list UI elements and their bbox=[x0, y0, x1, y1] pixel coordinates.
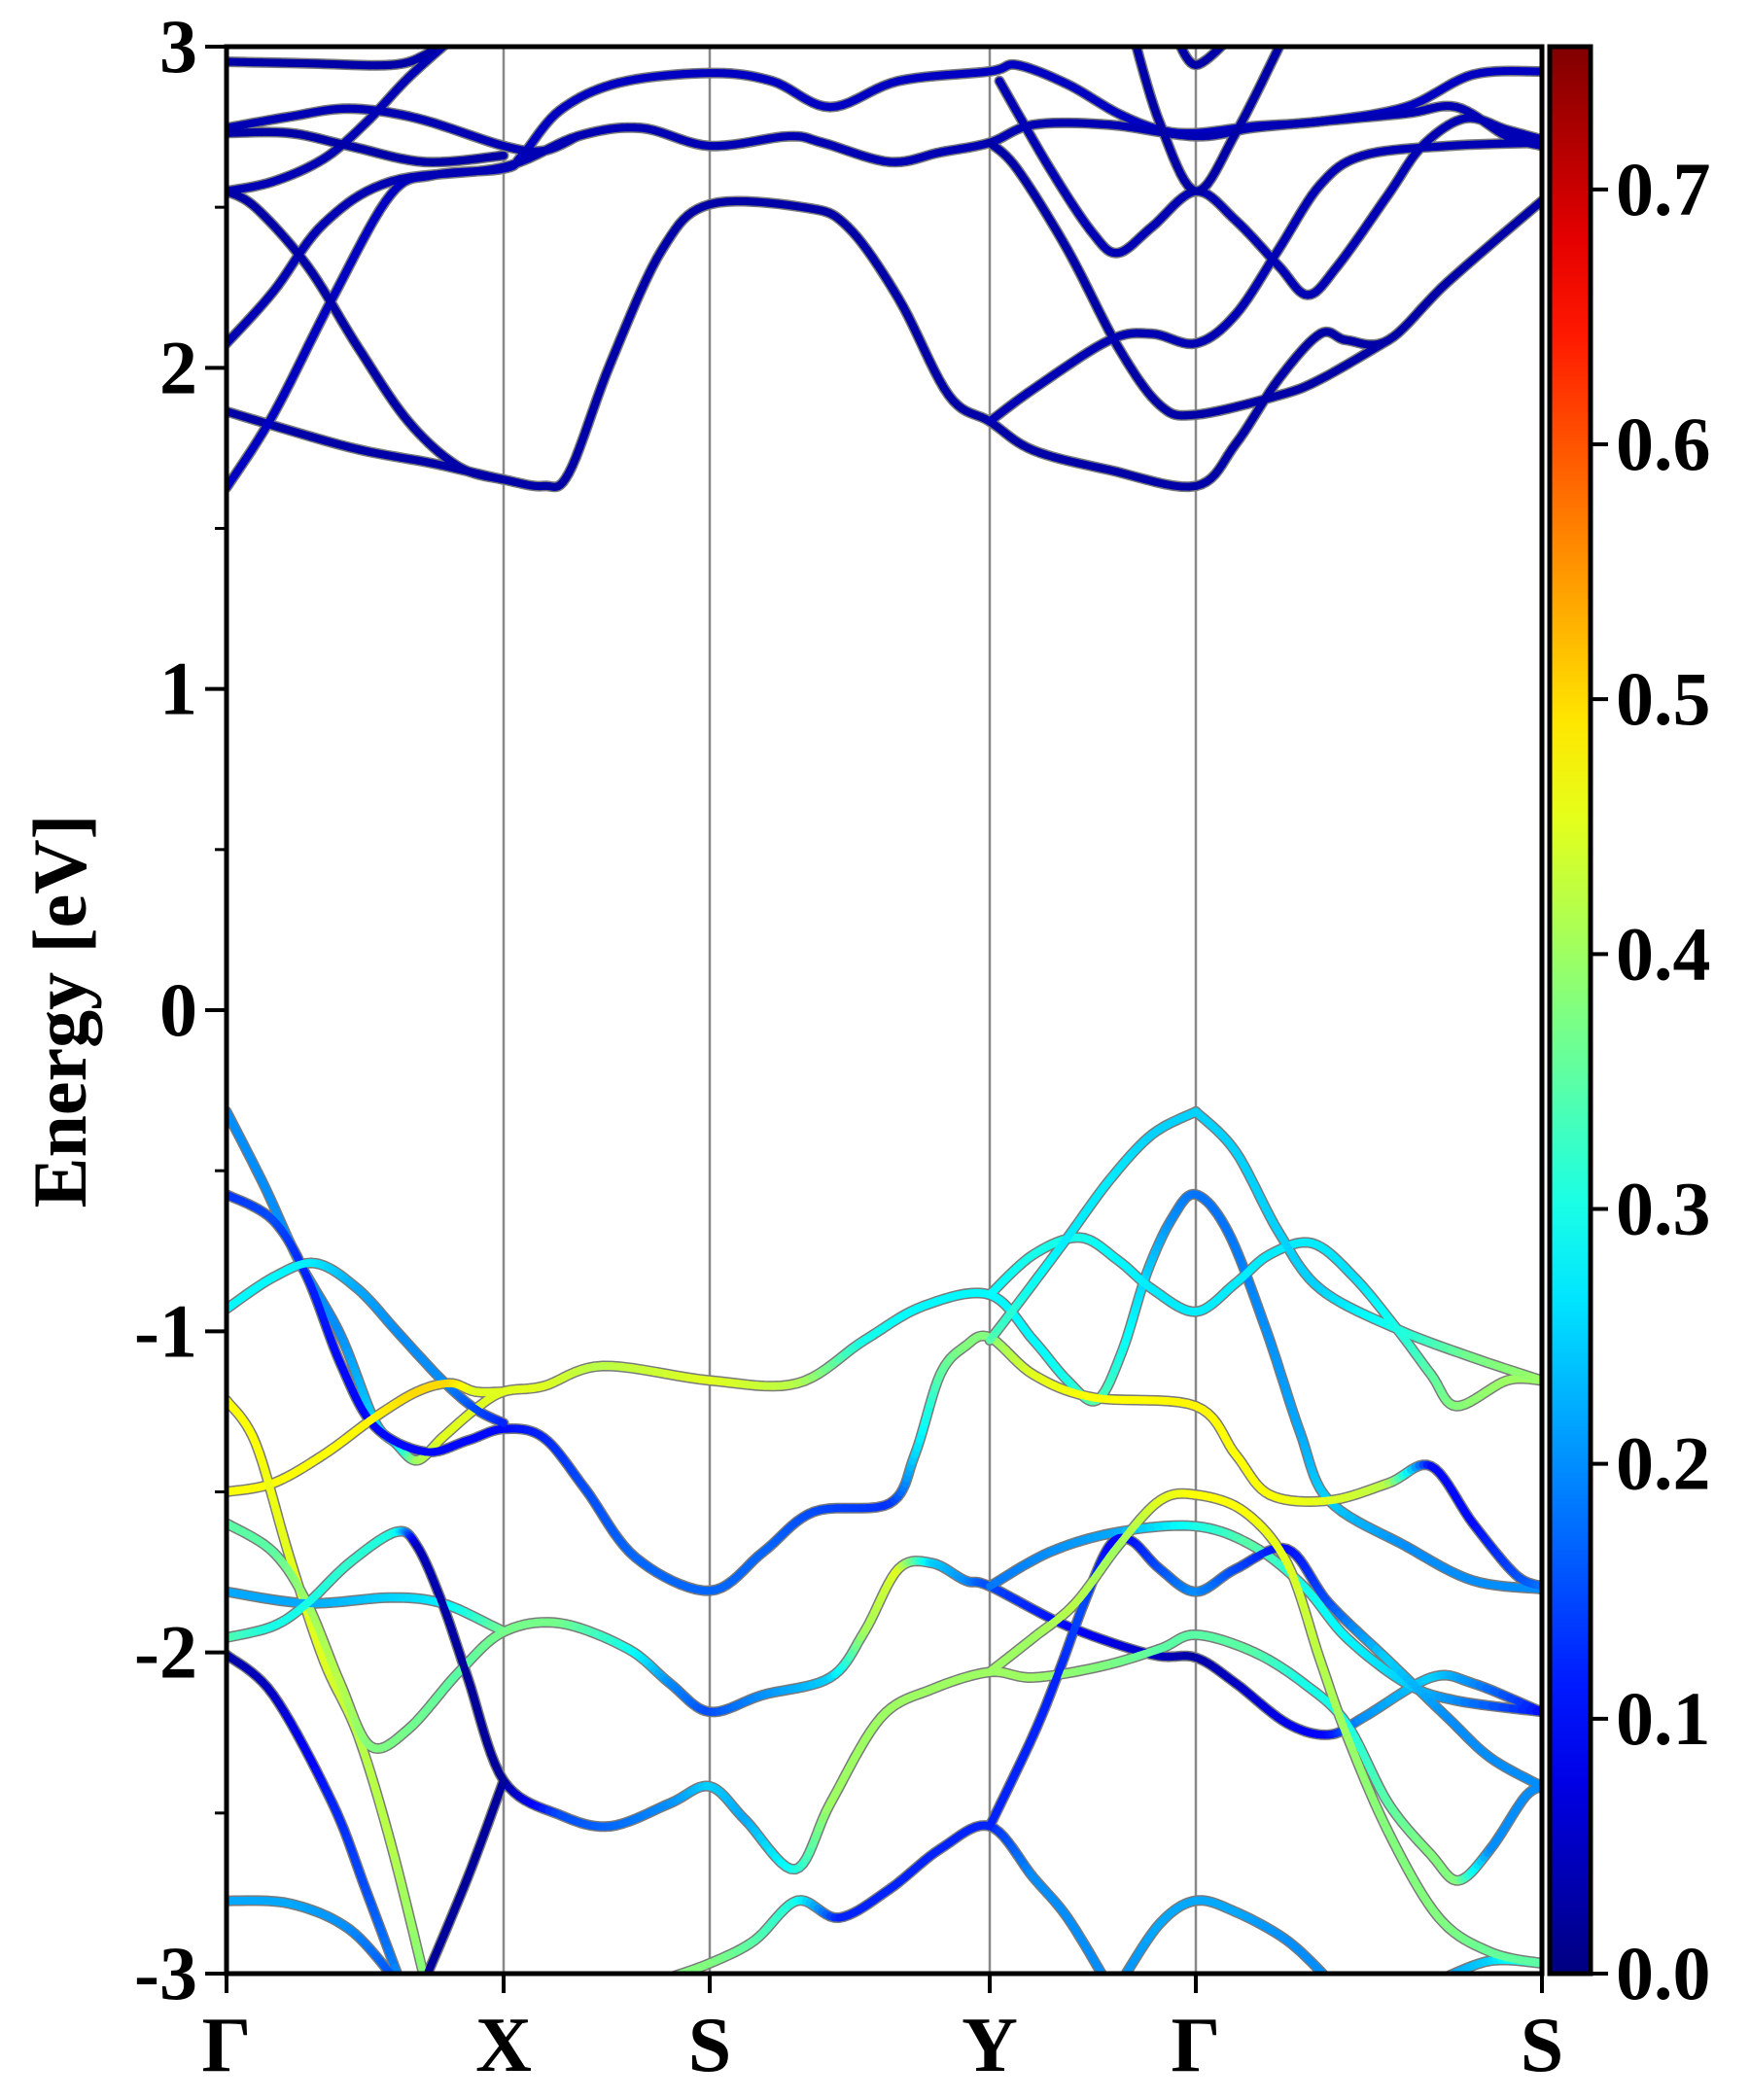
band-segment bbox=[1121, 1972, 1127, 1974]
band-line bbox=[227, 127, 508, 166]
band-segment bbox=[662, 1979, 665, 1980]
band-segment bbox=[1100, 1972, 1106, 1974]
band-segment bbox=[1326, 1978, 1329, 1979]
band-line bbox=[1132, 47, 1284, 195]
band-line bbox=[227, 1190, 1542, 1595]
band-segment bbox=[497, 1776, 508, 1791]
band-line bbox=[227, 104, 581, 156]
y-tick-label: 3 bbox=[159, 4, 197, 88]
x-tick-label: S bbox=[1521, 2003, 1564, 2088]
band-segment bbox=[436, 47, 442, 48]
band-line bbox=[986, 1107, 1200, 1345]
band-line bbox=[423, 1776, 508, 1974]
y-tick-label: 0 bbox=[159, 967, 197, 1052]
band-segment bbox=[1226, 40, 1228, 42]
x-tick-label: Γ bbox=[1172, 2003, 1221, 2088]
band-segment bbox=[497, 474, 508, 484]
colorbar-tick-label: 0.1 bbox=[1616, 1676, 1711, 1761]
band-segment bbox=[669, 1972, 676, 1974]
band-segment bbox=[447, 40, 450, 42]
colorbar: 0.0 0.1 0.2 0.3 0.4 0.5 0.6 0.7 bbox=[1547, 44, 1711, 2015]
x-tick-label: Γ bbox=[202, 2003, 252, 2088]
band-line bbox=[1176, 40, 1228, 69]
x-tick-label: Y bbox=[962, 2003, 1018, 2088]
band-line bbox=[227, 187, 508, 484]
band-segment bbox=[1439, 1978, 1442, 1979]
band-line bbox=[227, 40, 450, 195]
band-line bbox=[227, 40, 442, 70]
band-line bbox=[662, 1821, 1106, 1980]
y-tick-label: 1 bbox=[159, 647, 197, 731]
colorbar-tick-label: 0.2 bbox=[1616, 1421, 1711, 1506]
y-tick-label: -3 bbox=[134, 1931, 197, 2015]
colorbar-tick-label: 0.4 bbox=[1616, 911, 1711, 996]
band-line bbox=[986, 1489, 1542, 1968]
y-tick-label: 2 bbox=[159, 325, 197, 409]
x-tick-label: S bbox=[688, 2003, 732, 2088]
band-line bbox=[227, 1259, 508, 1427]
band-line bbox=[227, 1650, 402, 1974]
band-segment bbox=[1380, 335, 1392, 347]
band-line bbox=[1121, 1896, 1329, 1979]
band-segment bbox=[1176, 47, 1183, 49]
band-segment bbox=[571, 132, 581, 142]
colorbar-tick-label: 0.3 bbox=[1616, 1166, 1711, 1250]
band-line bbox=[227, 1896, 396, 1974]
band-segment bbox=[440, 41, 441, 42]
colorbar-tick-label: 0.7 bbox=[1616, 147, 1711, 231]
band-line bbox=[1192, 1107, 1542, 1384]
band-segment bbox=[498, 1418, 508, 1427]
band-segment bbox=[441, 40, 442, 41]
x-tick-label: X bbox=[475, 2003, 532, 2088]
y-axis: 3 2 1 0 -1 -2 -3 bbox=[134, 4, 227, 2015]
band-segment bbox=[391, 1973, 396, 1974]
band-line bbox=[227, 196, 1542, 491]
y-axis-label: Energy [eV] bbox=[18, 814, 102, 1208]
band-line bbox=[996, 77, 1542, 299]
band-line bbox=[227, 1379, 508, 1496]
colorbar-tick-label: 0.5 bbox=[1616, 656, 1711, 741]
y-tick-label: -2 bbox=[134, 1610, 197, 1695]
y-tick-label: -1 bbox=[134, 1288, 197, 1373]
band-line bbox=[227, 1527, 1542, 1885]
colorbar-tick-label: 0.0 bbox=[1616, 1931, 1711, 2015]
band-segment bbox=[1189, 1107, 1200, 1117]
high-symmetry-lines bbox=[502, 47, 1198, 1974]
colorbar-tick-label: 0.6 bbox=[1616, 402, 1711, 486]
colorbar-scale bbox=[1547, 44, 1593, 1977]
band-line bbox=[986, 138, 1392, 420]
band-line bbox=[986, 1233, 1542, 1411]
band-segment bbox=[1444, 1973, 1448, 1974]
bands-group bbox=[227, 40, 1542, 1980]
band-segment bbox=[1220, 47, 1227, 49]
band-segment bbox=[1177, 40, 1178, 42]
